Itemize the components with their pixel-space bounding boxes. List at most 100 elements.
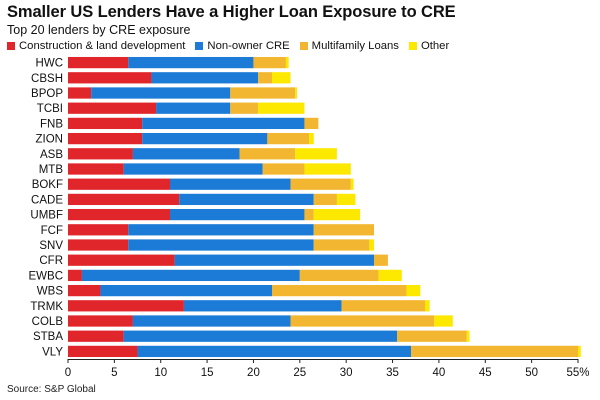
bar-segment-trmk-non-owner-cre	[183, 300, 342, 312]
category-label-colb: COLB	[32, 316, 64, 328]
bar-segment-umbf-construction-land-development	[68, 208, 170, 221]
bar-segment-mtb-other	[304, 163, 351, 175]
x-tick-label-7: 35	[386, 367, 399, 379]
x-tick-label-8: 40	[433, 367, 446, 379]
bar-segment-wbs-non-owner-cre	[100, 284, 272, 297]
x-tick-label-6: 30	[340, 367, 353, 379]
bar-segment-tcbi-multifamily-loans	[230, 102, 259, 114]
chart-legend: Construction & land development Non-owne…	[7, 39, 449, 53]
category-label-trmk: TRMK	[30, 301, 63, 313]
bar-segment-cbsh-non-owner-cre	[151, 72, 259, 84]
bar-segment-fcf-non-owner-cre	[128, 224, 314, 236]
bar-segment-mtb-non-owner-cre	[123, 163, 263, 175]
legend-swatch-construction	[7, 42, 15, 50]
legend-item-construction: Construction & land development	[7, 40, 185, 52]
category-label-umbf: UMBF	[30, 210, 63, 222]
category-label-fcf: FCF	[41, 225, 63, 237]
category-label-vly: VLY	[42, 346, 63, 358]
bar-segment-bokf-multifamily-loans	[290, 178, 351, 190]
bar-segment-cade-non-owner-cre	[179, 193, 314, 206]
legend-swatch-other	[408, 42, 417, 50]
legend-swatch-multifamily	[299, 42, 308, 50]
x-tick-label-11: 55%	[566, 367, 589, 379]
bar-segment-fcf-multifamily-loans	[313, 224, 374, 236]
bar-segment-wbs-other	[406, 284, 421, 297]
bar-segment-trmk-other	[425, 300, 430, 312]
x-tick-label-1: 5	[111, 367, 117, 379]
legend-label-non-owner-cre: Non-owner CRE	[207, 40, 290, 52]
bar-segment-stba-multifamily-loans	[397, 330, 467, 342]
bar-segment-tcbi-other	[258, 102, 305, 114]
bar-segment-hwc-multifamily-loans	[253, 56, 286, 69]
bar-segment-stba-other	[466, 330, 470, 342]
bar-segment-ewbc-multifamily-loans	[299, 269, 379, 282]
bar-segment-snv-multifamily-loans	[313, 239, 370, 251]
bar-segment-wbs-multifamily-loans	[272, 284, 407, 297]
bar-segment-vly-construction-land-development	[68, 345, 138, 358]
category-label-mtb: MTB	[39, 164, 64, 176]
x-tick-label-2: 10	[154, 367, 167, 379]
chart-title: Smaller US Lenders Have a Higher Loan Ex…	[7, 3, 456, 21]
category-label-ewbc: EWBC	[29, 270, 64, 282]
category-label-bokf: BOKF	[32, 179, 63, 191]
bar-segment-ewbc-non-owner-cre	[81, 269, 300, 282]
category-label-wbs: WBS	[37, 286, 64, 298]
bar-segment-asb-multifamily-loans	[239, 148, 296, 160]
legend-label-other: Other	[420, 40, 450, 52]
bar-segment-bpop-other	[295, 87, 298, 99]
category-label-cfr: CFR	[39, 255, 63, 267]
bar-segment-umbf-non-owner-cre	[170, 208, 305, 221]
bar-segment-snv-other	[369, 239, 374, 251]
bar-segment-fnb-non-owner-cre	[142, 117, 305, 130]
bar-segment-umbf-other	[313, 208, 361, 221]
x-tick-label-5: 25	[293, 367, 306, 379]
bar-segment-fnb-multifamily-loans	[304, 117, 319, 130]
category-label-asb: ASB	[40, 149, 63, 161]
bar-segment-vly-non-owner-cre	[137, 345, 412, 358]
bar-segment-snv-construction-land-development	[68, 239, 129, 251]
bar-segment-trmk-construction-land-development	[68, 300, 184, 312]
legend-label-multifamily: Multifamily Loans	[311, 40, 399, 52]
x-tick-label-3: 15	[201, 367, 214, 379]
chart-subtitle: Top 20 lenders by CRE exposure	[7, 23, 191, 37]
bar-segment-wbs-construction-land-development	[68, 284, 101, 297]
x-tick-label-10: 50	[525, 367, 538, 379]
category-label-snv: SNV	[39, 240, 63, 252]
bar-segment-cade-construction-land-development	[68, 193, 180, 206]
bar-segment-vly-other	[578, 345, 581, 358]
bar-segment-bpop-construction-land-development	[68, 87, 92, 99]
bar-segment-bpop-multifamily-loans	[230, 87, 296, 99]
bar-segment-umbf-multifamily-loans	[304, 208, 314, 221]
category-label-cade: CADE	[31, 194, 63, 206]
bar-segment-snv-non-owner-cre	[128, 239, 314, 251]
bar-segment-colb-multifamily-loans	[290, 315, 435, 327]
bar-segment-cfr-multifamily-loans	[374, 254, 388, 266]
bar-segment-stba-non-owner-cre	[123, 330, 398, 342]
bar-segment-zion-non-owner-cre	[142, 132, 268, 145]
bar-segment-bokf-non-owner-cre	[170, 178, 291, 190]
bar-segment-hwc-construction-land-development	[68, 56, 129, 69]
bar-segment-cade-other	[336, 193, 356, 206]
legend-item-non-owner-cre: Non-owner CRE	[195, 40, 290, 52]
bar-segment-trmk-multifamily-loans	[341, 300, 425, 312]
bar-segment-fcf-construction-land-development	[68, 224, 129, 236]
category-label-tcbi: TCBI	[37, 103, 63, 115]
category-label-zion: ZION	[36, 134, 63, 146]
bar-segment-cbsh-multifamily-loans	[258, 72, 272, 84]
x-tick-label-0: 0	[65, 367, 71, 379]
bar-segment-hwc-non-owner-cre	[128, 56, 254, 69]
category-label-bpop: BPOP	[31, 88, 63, 100]
category-label-stba: STBA	[33, 331, 63, 343]
bar-segment-colb-non-owner-cre	[132, 315, 291, 327]
bar-segment-cbsh-construction-land-development	[68, 72, 152, 84]
x-tick-label-4: 20	[247, 367, 260, 379]
bar-segment-asb-other	[295, 148, 337, 160]
bar-segment-stba-construction-land-development	[68, 330, 124, 342]
bar-segment-asb-non-owner-cre	[132, 148, 240, 160]
bar-segment-zion-multifamily-loans	[267, 132, 310, 145]
legend-swatch-non-owner-cre	[195, 42, 204, 50]
bar-segment-ewbc-construction-land-development	[68, 269, 82, 282]
bar-segment-ewbc-other	[378, 269, 402, 282]
bar-segment-mtb-construction-land-development	[68, 163, 124, 175]
